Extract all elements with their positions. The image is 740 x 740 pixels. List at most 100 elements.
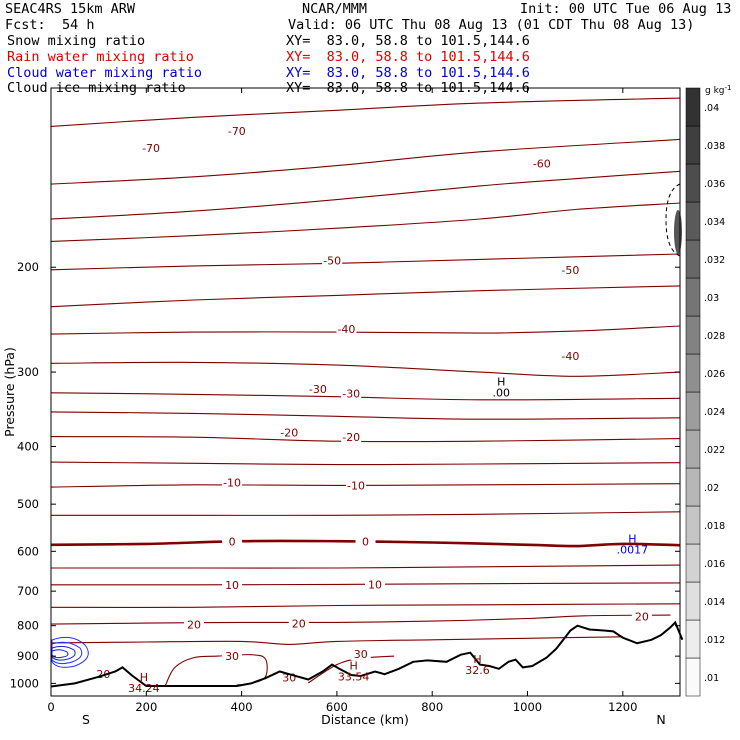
contour-label: -20 <box>342 431 360 444</box>
colorbar-swatch <box>685 125 701 165</box>
cloud-water-contour <box>51 641 83 665</box>
init-time: Init: 00 UTC Tue 06 Aug 13 <box>520 1 732 17</box>
contour-line <box>51 564 681 569</box>
colorbar-tick-label: .024 <box>704 407 725 418</box>
colorbar-tick-label: .04 <box>704 103 719 114</box>
y-tick-label: 800 <box>17 619 39 633</box>
contour-label-bg <box>183 618 204 631</box>
colorbar-swatch <box>685 353 701 393</box>
extremum-value: 33.54 <box>338 670 370 683</box>
contour-line <box>50 325 681 335</box>
colorbar-swatch <box>685 201 701 241</box>
terrain-outline <box>50 620 684 688</box>
contour-label-bg <box>226 124 247 137</box>
colorbar-tick-label: .038 <box>704 141 725 152</box>
contour-label-bg <box>307 382 328 395</box>
y-tick-label: 200 <box>17 260 39 274</box>
contour-label-bg <box>631 610 652 623</box>
field-cloud-water-xy: XY= 83.0, 58.8 to 101.5,144.6 <box>286 65 530 81</box>
y-tick-label: 300 <box>17 365 39 379</box>
colorbar-swatch <box>685 315 701 355</box>
snow-shading <box>674 210 682 254</box>
x-axis-label: Distance (km) <box>321 712 409 727</box>
contour-label: -50 <box>323 255 341 268</box>
colorbar-swatch <box>685 87 701 127</box>
contour-label: -30 <box>342 388 360 401</box>
contour-label-bg <box>222 476 243 489</box>
contour-line <box>50 483 681 488</box>
field-rain-xy: XY= 83.0, 58.8 to 101.5,144.6 <box>286 49 530 65</box>
colorbar-tick-label: .016 <box>704 559 725 570</box>
contour-label: -40 <box>337 323 355 336</box>
contour-line <box>50 582 681 586</box>
colorbar-swatch <box>685 239 701 279</box>
colorbar-units-exponent: -1 <box>725 84 732 92</box>
colorbar-tick-label: .01 <box>704 673 719 684</box>
y-tick-label: 900 <box>17 649 39 663</box>
field-snow-name: Snow mixing ratio <box>7 33 146 49</box>
contour-label: 20 <box>292 618 306 631</box>
colorbar: .01 .012 .014 .016 .018 .02 .022 .024 .026 .028 .0… <box>685 87 725 697</box>
contour-line <box>51 511 681 516</box>
field-snow-xy: XY= 83.0, 58.8 to 101.5,144.6 <box>286 33 530 49</box>
field-rain-name: Rain water mixing ratio <box>7 49 194 65</box>
contour-line <box>50 285 681 308</box>
contour-line <box>50 253 681 271</box>
contour-line <box>50 411 681 420</box>
colorbar-swatch <box>685 277 701 317</box>
contour-line <box>50 539 681 548</box>
x-tick-label: 800 <box>421 700 443 714</box>
y-tick-label: 400 <box>17 439 39 453</box>
colorbar-tick-label: .032 <box>704 255 725 266</box>
forecast-label: Fcst: <box>5 17 46 33</box>
contour-line <box>50 436 681 443</box>
contour-line <box>50 170 681 220</box>
contour-label: -30 <box>309 383 327 396</box>
right-endpoint-label: N <box>656 712 665 727</box>
field-cloud-water-name: Cloud water mixing ratio <box>7 65 203 81</box>
contour-label-bg <box>345 479 366 492</box>
colorbar-tick-label: .034 <box>704 217 725 228</box>
contour-label-bg <box>350 648 371 661</box>
y-axis-label: Pressure (hPa) <box>2 347 17 437</box>
extremum-value: 32.6 <box>465 664 490 677</box>
contour-label: 20 <box>635 610 649 623</box>
extremum-mark: H <box>497 376 505 389</box>
left-endpoint-label: S <box>82 712 90 727</box>
contour-label-bg <box>222 579 243 592</box>
contour-label: 30 <box>225 650 239 663</box>
colorbar-swatch <box>685 619 701 659</box>
center-label: NCAR/MMM <box>302 1 368 17</box>
colorbar-swatch <box>685 581 701 621</box>
contour-label-bg <box>365 578 386 591</box>
cloud-ice-dashed-contour <box>665 183 681 257</box>
extremum-mark: H <box>349 659 357 672</box>
contour-label-bg <box>355 535 376 548</box>
forecast-value: 54 h <box>62 17 95 33</box>
colorbar-swatch <box>685 391 701 431</box>
extremum-mark: H <box>473 653 481 666</box>
colorbar-tick-label: .03 <box>704 293 719 304</box>
contour-line <box>50 461 681 466</box>
colorbar-tick-label: .018 <box>704 521 725 532</box>
y-tick-label: 500 <box>17 497 39 511</box>
x-tick-label: 200 <box>135 700 157 714</box>
colorbar-tick-label: .028 <box>704 331 725 342</box>
x-tick-label: 600 <box>326 700 348 714</box>
contour-line <box>50 202 681 242</box>
contour-label: -10 <box>347 479 365 492</box>
contour-label: 0 <box>362 536 369 549</box>
colorbar-swatch <box>685 163 701 203</box>
colorbar-tick-label: .022 <box>704 445 725 456</box>
contour-line <box>50 97 681 127</box>
contour-label-bg <box>222 535 243 548</box>
colorbar-tick-label: .012 <box>704 635 725 646</box>
colorbar-swatch <box>685 657 701 697</box>
contour-label: -70 <box>228 125 246 138</box>
y-tick-label: 1000 <box>10 676 39 690</box>
contour-label: 20 <box>187 618 201 631</box>
contour-label-bg <box>341 387 362 400</box>
colorbar-swatch <box>685 429 701 469</box>
